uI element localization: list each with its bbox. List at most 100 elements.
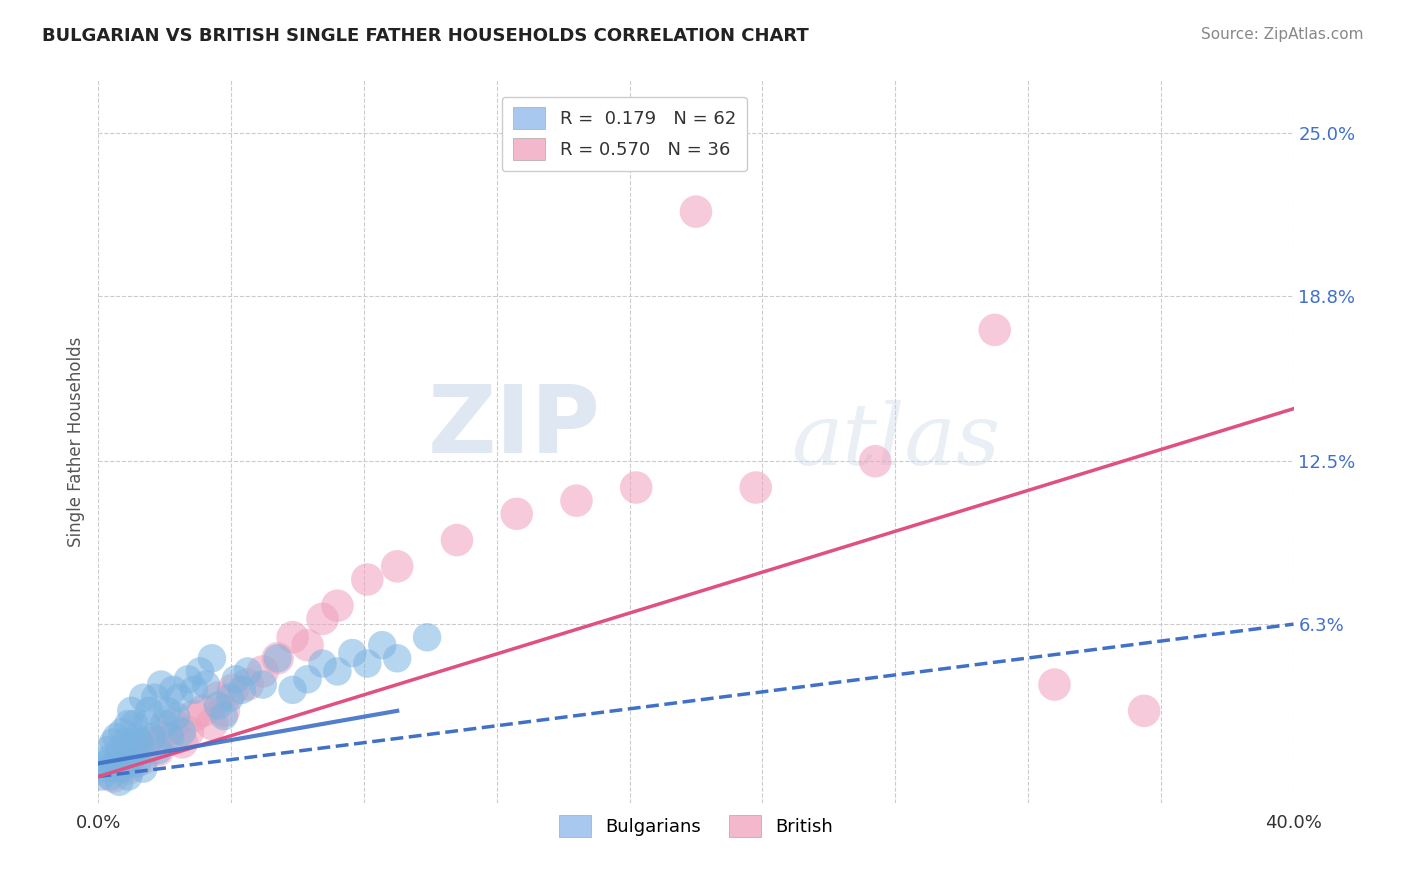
Point bbox=[201, 651, 224, 665]
Point bbox=[96, 743, 118, 757]
Point bbox=[183, 709, 205, 723]
Point bbox=[103, 762, 125, 776]
Point bbox=[105, 730, 128, 744]
Point bbox=[326, 599, 349, 613]
Point bbox=[506, 507, 529, 521]
Point bbox=[132, 690, 155, 705]
Point bbox=[159, 730, 181, 744]
Point bbox=[148, 743, 170, 757]
Point bbox=[281, 630, 304, 644]
Point bbox=[127, 756, 149, 771]
Point bbox=[356, 657, 378, 671]
Point bbox=[188, 665, 211, 679]
Point bbox=[111, 756, 134, 771]
Point bbox=[356, 573, 378, 587]
Point bbox=[385, 559, 409, 574]
Point bbox=[865, 454, 887, 468]
Point bbox=[326, 665, 349, 679]
Point bbox=[222, 682, 245, 697]
Point bbox=[212, 704, 235, 718]
Point bbox=[96, 756, 118, 771]
Point bbox=[565, 493, 588, 508]
Point bbox=[371, 638, 394, 652]
Point bbox=[117, 717, 139, 731]
Point bbox=[172, 724, 194, 739]
Point bbox=[385, 651, 409, 665]
Point bbox=[252, 677, 274, 691]
Point bbox=[1133, 704, 1156, 718]
Point bbox=[416, 630, 439, 644]
Point bbox=[225, 673, 247, 687]
Point bbox=[281, 682, 304, 697]
Point bbox=[93, 762, 115, 776]
Point bbox=[124, 743, 146, 757]
Point bbox=[191, 704, 214, 718]
Text: BULGARIAN VS BRITISH SINGLE FATHER HOUSEHOLDS CORRELATION CHART: BULGARIAN VS BRITISH SINGLE FATHER HOUSE… bbox=[42, 27, 808, 45]
Point bbox=[98, 751, 122, 765]
Point bbox=[297, 638, 319, 652]
Point bbox=[153, 730, 176, 744]
Point bbox=[446, 533, 468, 547]
Point bbox=[236, 677, 259, 691]
Point bbox=[212, 709, 235, 723]
Point bbox=[231, 682, 253, 697]
Point bbox=[201, 717, 224, 731]
Text: atlas: atlas bbox=[792, 401, 1001, 483]
Point bbox=[105, 756, 128, 771]
Point bbox=[150, 677, 173, 691]
Point bbox=[219, 690, 242, 705]
Point bbox=[342, 646, 364, 660]
Point bbox=[108, 774, 131, 789]
Point bbox=[311, 657, 333, 671]
Point bbox=[626, 481, 648, 495]
Point bbox=[311, 612, 333, 626]
Point bbox=[120, 751, 142, 765]
Point bbox=[1043, 677, 1066, 691]
Point bbox=[108, 743, 131, 757]
Point bbox=[98, 770, 122, 784]
Point bbox=[111, 724, 134, 739]
Point bbox=[162, 717, 184, 731]
Point bbox=[167, 690, 190, 705]
Point bbox=[124, 743, 146, 757]
Point bbox=[132, 751, 155, 765]
Point bbox=[120, 704, 142, 718]
Point bbox=[143, 690, 166, 705]
Point bbox=[141, 735, 163, 749]
Point bbox=[236, 665, 259, 679]
Legend: Bulgarians, British: Bulgarians, British bbox=[551, 808, 841, 845]
Point bbox=[114, 735, 136, 749]
Point bbox=[177, 724, 200, 739]
Point bbox=[183, 682, 205, 697]
Point bbox=[111, 762, 134, 776]
Point bbox=[90, 770, 112, 784]
Point bbox=[103, 770, 125, 784]
Point bbox=[267, 651, 290, 665]
Point bbox=[162, 682, 184, 697]
Point bbox=[252, 665, 274, 679]
Point bbox=[124, 717, 146, 731]
Y-axis label: Single Father Households: Single Father Households bbox=[66, 336, 84, 547]
Point bbox=[172, 735, 194, 749]
Point bbox=[177, 673, 200, 687]
Point bbox=[127, 730, 149, 744]
Point bbox=[207, 698, 229, 713]
Point bbox=[117, 770, 139, 784]
Point bbox=[103, 735, 125, 749]
Point bbox=[207, 690, 229, 705]
Point bbox=[745, 481, 768, 495]
Point bbox=[984, 323, 1007, 337]
Point bbox=[117, 762, 139, 776]
Point bbox=[267, 651, 290, 665]
Text: Source: ZipAtlas.com: Source: ZipAtlas.com bbox=[1201, 27, 1364, 42]
Point bbox=[148, 743, 170, 757]
Text: ZIP: ZIP bbox=[427, 381, 600, 473]
Point bbox=[156, 704, 179, 718]
Point bbox=[129, 735, 152, 749]
Point bbox=[297, 673, 319, 687]
Point bbox=[153, 717, 176, 731]
Point bbox=[165, 709, 187, 723]
Point bbox=[195, 677, 218, 691]
Point bbox=[685, 204, 707, 219]
Point bbox=[135, 717, 157, 731]
